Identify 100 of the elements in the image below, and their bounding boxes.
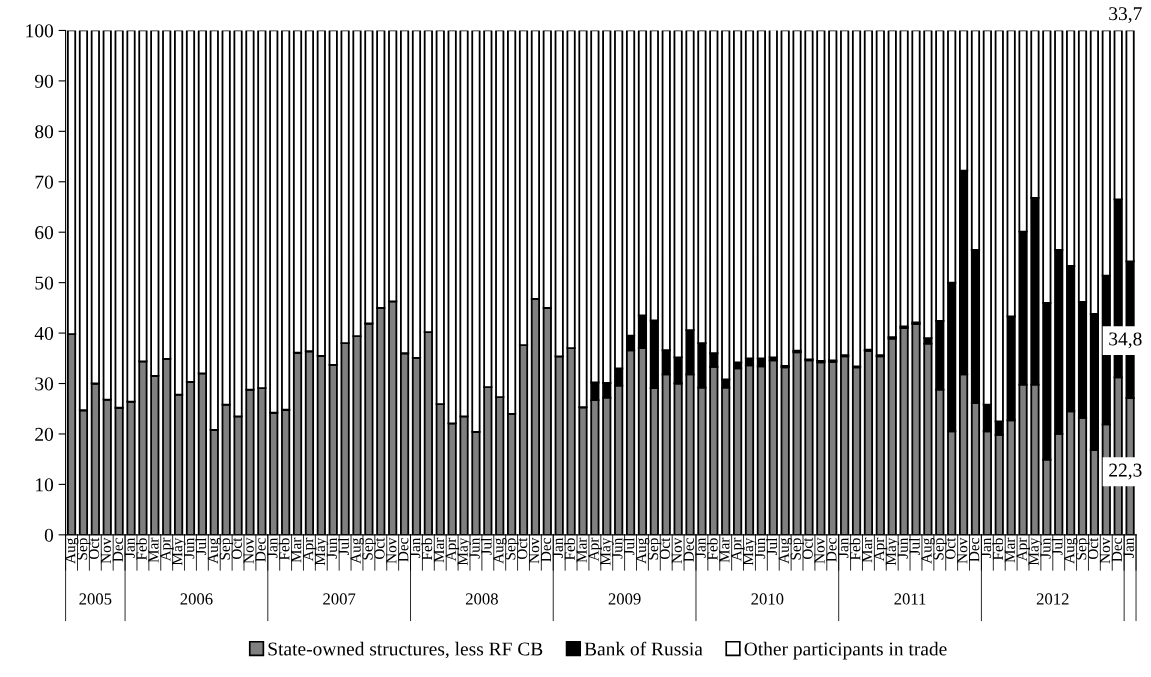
x-tick-label: Oct [802,537,813,560]
x-tick-label: Jun [184,537,195,559]
x-tick-label: Jan [124,537,135,558]
annotation: 22,3 [1109,463,1142,480]
y-tick-label: 70 [35,175,54,189]
x-tick-label: Sep [1076,538,1090,560]
legend-label: State-owned structures, less RF CB [268,641,543,659]
text: 2007 [323,593,356,605]
x-tick-label: Apr [1016,537,1030,562]
y-tick-label: 40 [34,326,54,341]
x-tick-label: Jul [766,537,778,556]
x-tick-label: Mar [719,537,730,563]
x-tick-label: May [1028,537,1042,566]
x-tick-label: Dec [1111,538,1123,562]
y-tick-label: 10 [36,478,54,492]
x-tick-label: Oct [1087,537,1099,560]
x-tick-label: Jan [1123,537,1134,558]
x-tick-label: Jul [1051,537,1063,556]
x-tick-label: Aug [65,537,79,564]
x-tick-label: Jul [623,537,635,556]
x-tick-label: Dec [969,538,980,562]
x-tick-label: May [457,537,471,566]
x-tick-label: Apr [588,537,602,562]
x-tick-label: Feb [706,538,718,561]
x-tick-label: Jan [552,537,564,558]
text: 33,7 [1109,7,1142,23]
x-tick-label: Mar [291,537,302,563]
x-tick-label: Nov [386,537,397,564]
x-tick-label: Jun [469,537,480,559]
x-tick-label: Apr [731,537,745,562]
x-tick-label: Aug [1064,537,1078,564]
x-tick-label: Feb [421,538,433,561]
x-tick-label: Oct [88,537,100,560]
x-tick-label: Mar [1004,537,1015,563]
x-tick-label: Sep [77,538,91,560]
x-tick-label: Mar [862,537,873,563]
x-tick-label: Jun [326,537,338,559]
x-tick-label: Nov [671,537,682,564]
x-tick-label: Sep [933,538,947,560]
x-tick-label: Aug [350,537,364,564]
x-tick-label: Jul [195,537,207,556]
x-tick-label: Feb [564,538,575,561]
x-tick-label: May [600,537,614,566]
y-tick-label: 80 [35,125,54,139]
x-tick-label: Sep [362,538,376,560]
x-tick-label: May [743,537,757,566]
x-tick-label: Jan [981,537,992,558]
y-tick-label: 50 [35,276,54,290]
text: 2005 [79,593,112,605]
x-tick-label: Jan [838,537,849,558]
x-tick-label: Oct [945,537,956,560]
x-tick-label: Mar [148,537,159,563]
x-tick-label: Jul [338,537,349,556]
x-tick-label: Mar [433,537,445,563]
x-tick-label: Aug [921,537,935,564]
x-tick-label: May [172,537,186,566]
x-tick-label: Jun [755,537,766,559]
x-tick-label: Jun [897,537,908,559]
x-tick-label: Dec [255,538,266,562]
x-tick-label: Jul [909,537,920,556]
y-tick-label: 0 [44,528,54,542]
x-tick-label: Nov [100,537,112,564]
x-tick-label: Nov [1099,537,1111,564]
x-tick-label: Aug [493,537,507,564]
x-tick-label: Feb [135,538,147,561]
x-tick-label: Feb [278,538,290,561]
x-tick-label: Oct [517,537,528,560]
text: 2008 [465,593,498,605]
x-tick-label: Aug [635,537,650,564]
x-tick-label: Dec [540,538,552,562]
x-tick-label: Mar [576,537,587,563]
text: 2010 [751,593,784,605]
x-tick-label: Jul [480,537,492,556]
x-tick-label: Apr [160,537,174,562]
y-tick-label: 60 [35,226,54,240]
x-tick-label: Nov [957,537,968,564]
x-tick-label: Nov [243,537,254,564]
x-tick-label: Apr [445,537,460,562]
y-tick-label: 30 [35,377,54,391]
x-tick-label: Dec [398,538,409,562]
x-tick-label: Feb [849,538,861,561]
text: 2009 [608,593,641,605]
x-tick-label: Sep [790,538,804,560]
x-tick-label: Nov [529,537,540,564]
y-tick-label: 90 [34,74,54,88]
x-tick-label: Oct [374,537,385,560]
x-tick-label: Aug [778,537,793,564]
y-tick-label: 100 [26,24,54,38]
x-tick-label: Jan [267,537,278,558]
y-tick-label: 20 [35,427,54,441]
legend-label: Other participants in trade [744,641,947,660]
x-tick-label: Oct [231,537,242,560]
x-tick-label: Dec [826,538,837,562]
x-tick-label: Jan [695,537,706,558]
x-tick-label: Jun [1040,537,1051,559]
text: 2011 [894,593,926,605]
x-tick-label: Apr [303,537,317,562]
x-tick-label: Sep [505,538,519,560]
x-tick-label: Nov [814,537,825,564]
legend-label: Bank of Russia [584,641,703,656]
